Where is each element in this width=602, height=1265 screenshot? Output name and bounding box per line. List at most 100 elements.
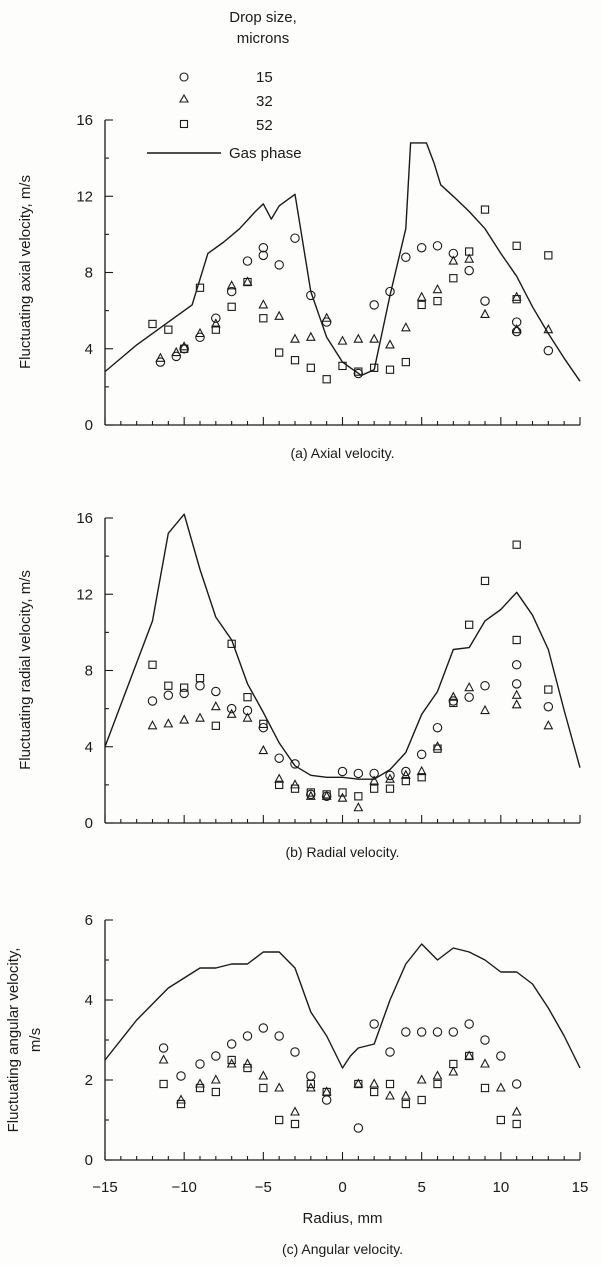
data-point-15-micron (401, 252, 411, 263)
data-point-15-micron (226, 703, 237, 714)
data-point-15-micron (385, 770, 395, 781)
data-point-15-micron (274, 260, 284, 270)
data-point-52-micron (370, 784, 379, 793)
data-point-52-micron (275, 348, 284, 357)
panel-angular-velocity: 0 2 4 6 −15 −10 −5 0 5 10 15 Fluctuating angular ve… (5, 912, 588, 1257)
data-point-52-micron (512, 1119, 521, 1129)
data-point-15-micron (258, 1023, 269, 1033)
data-point-32-micron (179, 341, 190, 351)
data-point-52-micron (480, 1083, 490, 1093)
legend-triangle-marker (179, 93, 189, 103)
y-tick-label: 2 (85, 1072, 93, 1089)
y-tick-label: 0 (85, 417, 93, 434)
data-point-32-micron (337, 335, 348, 345)
data-point-52-micron (433, 744, 442, 753)
data-point-32-micron (400, 322, 411, 332)
data-point-15-micron (464, 1019, 474, 1029)
legend-label-15: 15 (256, 69, 273, 86)
data-point-15-micron (242, 256, 253, 266)
data-point-15-micron (353, 1123, 364, 1133)
x-tick-label: −15 (92, 1179, 117, 1196)
data-point-15-micron (274, 753, 284, 763)
data-point-32-micron (400, 1090, 411, 1100)
data-point-15-micron (163, 690, 174, 701)
data-point-52-micron (512, 635, 521, 645)
data-point-52-micron (227, 1055, 236, 1065)
data-point-32-micron (464, 253, 475, 263)
data-point-32-micron (369, 775, 380, 785)
data-point-52-micron (180, 683, 189, 692)
data-point-52-micron (259, 314, 268, 323)
data-point-15-micron (369, 1019, 379, 1029)
data-point-32-micron (290, 1106, 300, 1116)
data-point-32-micron (210, 318, 221, 328)
data-point-52-micron (164, 325, 173, 334)
data-point-52-micron (275, 780, 284, 790)
data-point-52-micron (176, 1099, 186, 1109)
data-point-15-micron (211, 1051, 221, 1061)
data-point-15-micron (448, 696, 459, 706)
data-point-15-micron (543, 345, 554, 356)
data-point-15-micron (290, 1047, 300, 1057)
data-point-52-micron (195, 283, 205, 292)
data-point-52-micron (322, 790, 331, 799)
panel-axial-velocity: 0 4 8 12 16 Fluctuating axial velocity, m/s (a… (17, 112, 581, 461)
data-point-52-micron (544, 685, 553, 694)
data-point-32-micron (353, 802, 364, 812)
data-point-32-micron (176, 1094, 186, 1104)
data-point-52-micron (195, 1083, 205, 1093)
data-point-32-micron (416, 1074, 427, 1084)
data-point-15-micron (258, 250, 269, 261)
data-point-15-micron (480, 680, 490, 691)
data-point-15-micron (464, 692, 474, 702)
data-point-15-micron (496, 1051, 506, 1061)
data-point-32-micron (464, 1050, 475, 1060)
data-point-15-micron (195, 1059, 205, 1069)
data-point-32-micron (171, 346, 182, 357)
data-point-52-micron (385, 365, 395, 374)
data-point-32-micron (290, 333, 300, 343)
data-point-32-micron (179, 714, 190, 724)
data-point-32-micron (242, 1058, 253, 1068)
data-point-32-micron (305, 331, 316, 341)
x-tick-label: −10 (171, 1179, 196, 1196)
y-tick-label: 4 (85, 739, 93, 756)
data-point-15-micron (480, 1035, 490, 1045)
x-tick-label: 10 (492, 1179, 509, 1196)
data-point-52-micron (465, 620, 474, 629)
y-tick-label: 12 (76, 586, 93, 603)
data-point-15-micron (147, 696, 158, 706)
data-point-52-micron (211, 325, 220, 334)
data-point-32-micron (448, 255, 459, 265)
data-point-15-micron (226, 286, 237, 297)
data-point-15-micron (385, 1047, 395, 1057)
data-point-15-micron (480, 296, 490, 306)
data-point-15-micron (416, 1027, 427, 1037)
data-point-32-micron (147, 720, 158, 730)
data-point-15-micron (321, 1095, 332, 1105)
data-point-52-micron (370, 1087, 379, 1097)
data-point-15-micron (511, 679, 522, 689)
y-tick-label: 6 (85, 912, 93, 929)
data-point-52-micron (401, 776, 410, 786)
data-point-52-micron (417, 300, 426, 310)
data-point-15-micron (171, 351, 182, 362)
legend-label-32: 32 (256, 93, 273, 110)
data-point-32-micron (416, 291, 427, 301)
data-point-52-micron (275, 1115, 284, 1125)
legend-title-line2: microns (237, 30, 290, 47)
x-axis-label: Radius, mm (302, 1210, 382, 1227)
data-point-52-micron (449, 698, 458, 708)
legend-square-marker (179, 119, 189, 129)
data-point-52-micron (322, 1087, 331, 1097)
y-tick-label: 16 (76, 510, 93, 527)
gas-phase-line (104, 142, 581, 382)
y-tick-label: 8 (85, 663, 93, 680)
data-point-52-micron (243, 693, 252, 702)
data-point-52-micron (164, 681, 173, 690)
data-point-32-micron (511, 699, 522, 709)
data-point-32-micron (242, 712, 253, 722)
legend-circle-marker (179, 72, 189, 82)
data-point-15-micron (416, 242, 427, 253)
data-point-52-micron (385, 1079, 395, 1089)
